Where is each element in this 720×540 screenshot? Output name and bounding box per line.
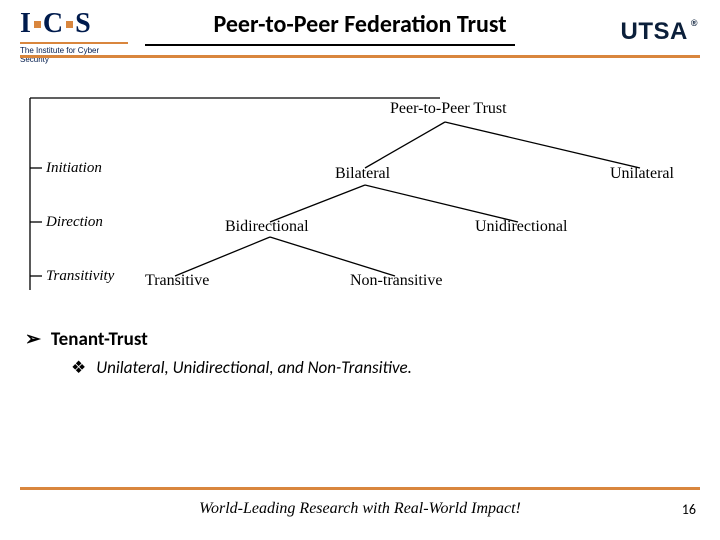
page-number: 16 [682,501,696,518]
row-label-direction: Direction [46,214,103,231]
tree-root: Peer-to-Peer Trust [390,100,507,118]
bullet-tenant-trust: Tenant-Trust [25,328,695,351]
node-non-transitive: Non-transitive [350,272,442,290]
node-unilateral: Unilateral [610,165,674,183]
node-bilateral: Bilateral [335,165,390,183]
bullet-detail: Unilateral, Unidirectional, and Non-Tran… [71,357,695,378]
node-transitive: Transitive [145,272,209,290]
node-unidirectional: Unidirectional [475,218,567,236]
bullets: Tenant-Trust Unilateral, Unidirectional,… [25,328,695,378]
node-bidirectional: Bidirectional [225,218,309,236]
footer-rule [20,487,700,490]
row-label-transitivity: Transitivity [46,268,114,285]
row-label-initiation: Initiation [46,160,102,177]
footer-text: World-Leading Research with Real-World I… [0,500,720,518]
